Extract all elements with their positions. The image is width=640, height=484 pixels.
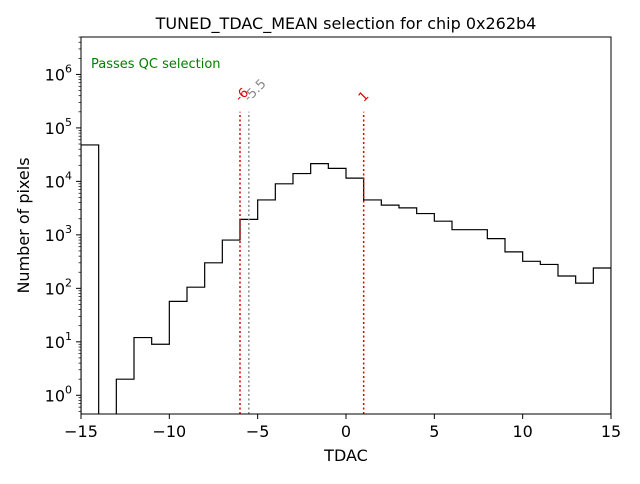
x-tick-label: −10 <box>152 422 186 441</box>
qc-annotation: Passes QC selection <box>91 57 221 72</box>
y-tick-label: 106 <box>45 62 72 84</box>
histogram-bin <box>346 178 364 414</box>
y-tick-label: 100 <box>45 383 72 405</box>
histogram-bin <box>540 264 558 414</box>
histogram-step-outline <box>81 144 611 414</box>
histogram-bin <box>152 344 170 414</box>
histogram-bin <box>417 214 435 414</box>
histogram-bin <box>205 263 223 414</box>
y-tick-label: 104 <box>45 169 72 191</box>
chart-title: TUNED_TDAC_MEAN selection for chip 0x262… <box>155 14 537 34</box>
histogram-bin <box>240 219 258 414</box>
histogram-bin <box>576 283 594 414</box>
histogram-bin <box>222 240 240 414</box>
histogram-bin <box>523 261 541 414</box>
plot-area: -6-5.5 1 <box>81 77 611 414</box>
histogram-bin <box>311 164 329 414</box>
histogram-bin <box>399 208 417 414</box>
histogram-bin <box>275 184 293 414</box>
histogram-bin <box>593 268 611 414</box>
histogram-bin <box>381 205 399 414</box>
histogram-bin <box>452 230 470 414</box>
histogram-bin <box>258 200 276 414</box>
x-axis-label: TDAC <box>323 446 368 465</box>
x-tick-label: 0 <box>341 422 351 441</box>
y-tick-label: 105 <box>45 116 72 138</box>
histogram-bin <box>116 379 134 414</box>
histogram-bin <box>470 230 488 414</box>
y-tick-label: 102 <box>45 276 72 298</box>
histogram-bin <box>187 287 205 414</box>
x-tick-label: 10 <box>512 422 532 441</box>
histogram-bin <box>487 239 505 414</box>
histogram-bin <box>134 338 152 414</box>
histogram-bin <box>434 221 452 414</box>
y-axis: 100 101 102 103 104 105 106 <box>45 36 81 412</box>
histogram-bin <box>293 174 311 414</box>
histogram-bin <box>81 145 99 414</box>
x-axis: −15 −10 −5 0 5 10 15 <box>64 414 621 441</box>
x-tick-label: 15 <box>601 422 621 441</box>
x-tick-label: −5 <box>246 422 270 441</box>
histogram-bin <box>169 301 187 414</box>
histogram-bin <box>505 252 523 414</box>
histogram-bin <box>364 200 382 414</box>
x-tick-label: 5 <box>429 422 439 441</box>
y-axis-label: Number of pixels <box>14 157 33 293</box>
histogram-bin <box>558 276 576 414</box>
x-tick-label: −15 <box>64 422 98 441</box>
histogram-bin <box>328 168 346 414</box>
y-tick-label: 103 <box>45 223 72 245</box>
y-tick-label: 101 <box>45 330 72 352</box>
